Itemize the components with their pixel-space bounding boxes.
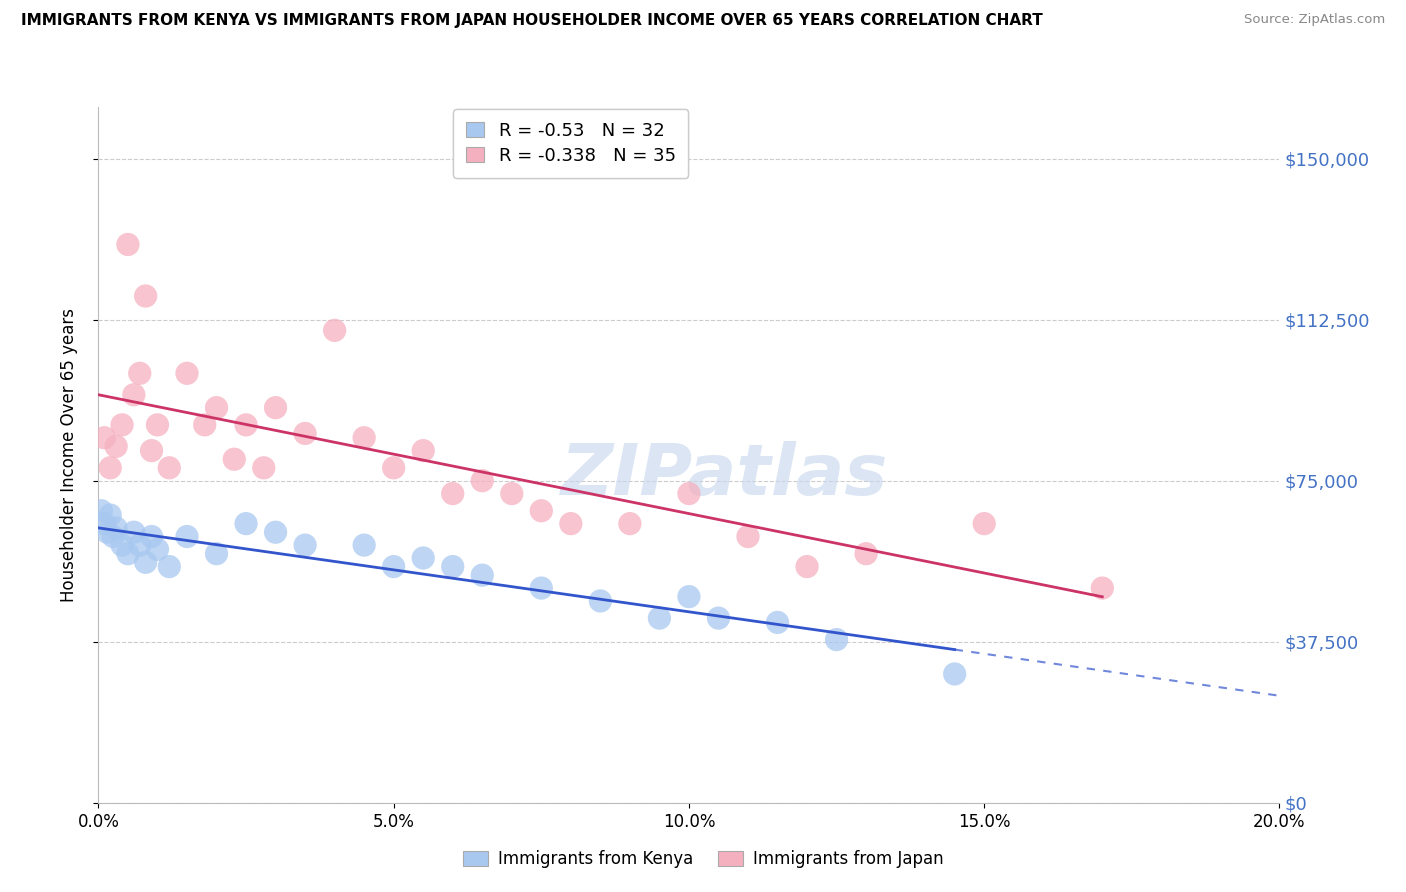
- Legend: R = -0.53   N = 32, R = -0.338   N = 35: R = -0.53 N = 32, R = -0.338 N = 35: [453, 109, 689, 178]
- Point: [678, 590, 700, 604]
- Point: [471, 474, 494, 488]
- Point: [441, 559, 464, 574]
- Point: [294, 426, 316, 441]
- Point: [264, 525, 287, 540]
- Point: [737, 529, 759, 543]
- Point: [176, 367, 198, 381]
- Point: [105, 439, 128, 453]
- Point: [157, 460, 180, 475]
- Point: [1091, 581, 1114, 595]
- Point: [205, 547, 228, 561]
- Point: [111, 417, 134, 432]
- Point: [98, 460, 121, 475]
- Point: [122, 388, 145, 402]
- Point: [117, 237, 139, 252]
- Point: [235, 516, 257, 531]
- Point: [973, 516, 995, 531]
- Point: [471, 568, 494, 582]
- Point: [707, 611, 730, 625]
- Point: [128, 538, 150, 552]
- Point: [122, 525, 145, 540]
- Point: [323, 323, 346, 337]
- Point: [253, 460, 276, 475]
- Point: [678, 486, 700, 500]
- Point: [796, 559, 818, 574]
- Point: [264, 401, 287, 415]
- Point: [648, 611, 671, 625]
- Point: [98, 508, 121, 522]
- Point: [353, 431, 375, 445]
- Point: [560, 516, 582, 531]
- Point: [146, 542, 169, 557]
- Point: [825, 632, 848, 647]
- Point: [441, 486, 464, 500]
- Point: [105, 521, 128, 535]
- Point: [412, 551, 434, 566]
- Point: [117, 547, 139, 561]
- Point: [224, 452, 246, 467]
- Point: [103, 529, 125, 543]
- Point: [96, 525, 118, 540]
- Point: [855, 547, 877, 561]
- Point: [157, 559, 180, 574]
- Point: [93, 431, 115, 445]
- Point: [146, 417, 169, 432]
- Point: [141, 443, 163, 458]
- Point: [93, 516, 115, 531]
- Point: [530, 581, 553, 595]
- Point: [530, 504, 553, 518]
- Point: [619, 516, 641, 531]
- Point: [589, 594, 612, 608]
- Point: [412, 443, 434, 458]
- Point: [194, 417, 217, 432]
- Point: [766, 615, 789, 630]
- Point: [353, 538, 375, 552]
- Point: [205, 401, 228, 415]
- Point: [128, 367, 150, 381]
- Text: ZIPatlas: ZIPatlas: [561, 442, 889, 510]
- Point: [135, 289, 157, 303]
- Point: [294, 538, 316, 552]
- Legend: Immigrants from Kenya, Immigrants from Japan: Immigrants from Kenya, Immigrants from J…: [456, 844, 950, 875]
- Point: [382, 559, 405, 574]
- Point: [501, 486, 523, 500]
- Point: [176, 529, 198, 543]
- Point: [141, 529, 163, 543]
- Y-axis label: Householder Income Over 65 years: Householder Income Over 65 years: [59, 308, 77, 602]
- Point: [382, 460, 405, 475]
- Point: [235, 417, 257, 432]
- Point: [943, 667, 966, 681]
- Point: [135, 555, 157, 569]
- Text: Source: ZipAtlas.com: Source: ZipAtlas.com: [1244, 13, 1385, 27]
- Point: [90, 504, 112, 518]
- Point: [111, 538, 134, 552]
- Text: IMMIGRANTS FROM KENYA VS IMMIGRANTS FROM JAPAN HOUSEHOLDER INCOME OVER 65 YEARS : IMMIGRANTS FROM KENYA VS IMMIGRANTS FROM…: [21, 13, 1043, 29]
